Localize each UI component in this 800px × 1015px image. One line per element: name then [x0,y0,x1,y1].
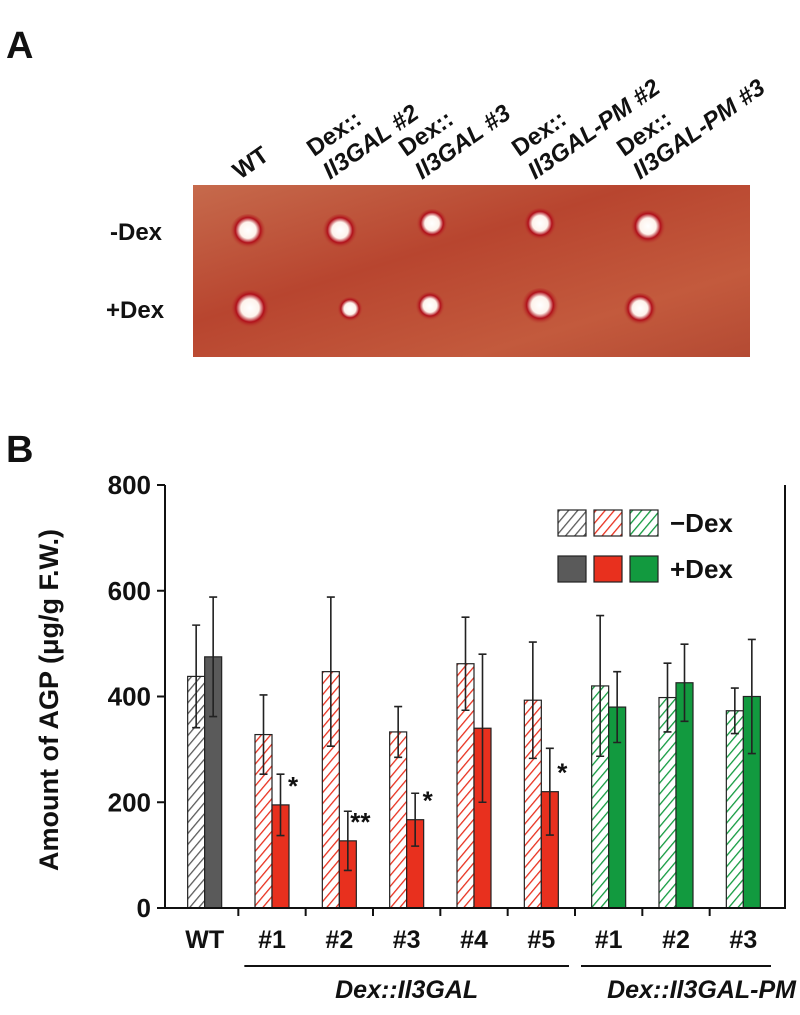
group-label: Dex::Il3GAL-PM [607,976,797,1004]
y-tick-label: 400 [108,682,151,712]
significance: * [288,771,299,801]
error-bar [596,614,605,758]
legend-swatch [557,509,587,537]
x-tick-label: #1 [258,926,286,954]
x-tick-label: #3 [729,926,757,954]
legend-swatch [557,555,587,583]
spot [230,214,266,250]
group-label: Dex::Il3GAL [335,976,478,1004]
error-bar [680,643,689,723]
spot [415,292,445,322]
column-label: Dex::Il3GAL-PM #3 [612,74,771,185]
x-tick-label: #1 [595,926,623,954]
panel-label: A [6,25,33,67]
column-label: Dex::Il3GAL #3 [394,99,516,185]
bar [725,710,744,909]
x-tick-label: #2 [662,926,690,954]
row-label: +Dex [106,297,165,324]
error-bar [730,687,739,735]
y-axis-title: Amount of AGP (μg/g F.W.) [34,529,64,871]
y-tick-label: 600 [108,576,151,606]
panel-label: B [6,429,33,471]
axis [164,485,786,909]
spot [416,209,448,241]
error-bar [478,653,487,804]
error-bar [461,616,470,712]
error-bar [545,747,554,836]
x-tick-label: #4 [460,926,488,954]
spot [521,288,559,326]
spot [230,290,270,330]
spot [523,208,557,242]
spot [623,293,657,327]
x-tick-label: #5 [527,926,555,954]
legend-swatch [629,555,659,583]
legend-swatch [593,509,623,537]
gel-photo [193,185,750,357]
gel-spots [230,208,666,330]
legend-label: −Dex [670,508,733,538]
legend-label: +Dex [670,554,733,584]
y-tick-label: 800 [108,470,151,500]
error-bar [326,596,335,748]
error-bar [528,641,537,760]
significance: * [423,786,434,816]
spot [322,214,358,250]
error-bar [747,638,756,755]
error-bar [209,596,218,718]
error-bar [276,773,285,837]
significance: ** [350,807,371,837]
error-bar [663,662,672,733]
legend-swatch [593,555,623,583]
y-tick-label: 0 [137,893,151,923]
spot [337,297,363,323]
bar [389,731,408,909]
error-bar [394,705,403,759]
x-tick-label: #3 [393,926,421,954]
error-bar [343,810,352,872]
column-label: WT [228,141,274,185]
x-tick-label: WT [185,926,224,954]
error-bar [613,670,622,744]
row-label: -Dex [110,219,163,246]
x-tick-label: #2 [325,926,353,954]
error-bar [259,694,268,776]
significance: * [557,758,568,788]
spot [630,210,666,246]
y-tick-label: 200 [108,787,151,817]
legend-swatch [629,509,659,537]
error-bar [411,792,420,847]
column-label-line: WT [228,141,274,185]
error-bar [192,624,201,729]
